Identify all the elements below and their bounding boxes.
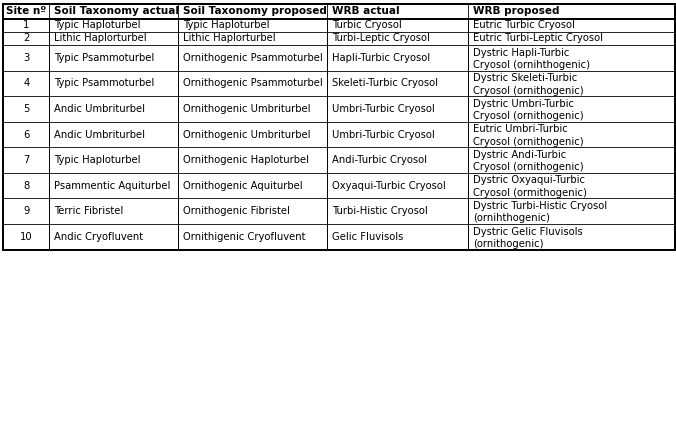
Text: Turbi-Leptic Cryosol: Turbi-Leptic Cryosol — [333, 34, 430, 43]
Text: Dystric Turbi-Histic Cryosol
(ornihthogenic): Dystric Turbi-Histic Cryosol (ornihthoge… — [473, 201, 608, 224]
Text: Umbri-Turbic Cryosol: Umbri-Turbic Cryosol — [333, 130, 435, 139]
Text: Ornithogenic Fibristel: Ornithogenic Fibristel — [183, 206, 290, 216]
Text: 5: 5 — [23, 104, 29, 114]
Text: WRB actual: WRB actual — [333, 7, 400, 16]
Text: Ornithogenic Psammoturbel: Ornithogenic Psammoturbel — [183, 78, 323, 88]
Text: Andi-Turbic Cryosol: Andi-Turbic Cryosol — [333, 155, 427, 165]
Text: Lithic Haplorturbel: Lithic Haplorturbel — [55, 34, 147, 43]
Text: Soil Taxonomy actual: Soil Taxonomy actual — [55, 7, 179, 16]
Text: Ornithogenic Haploturbel: Ornithogenic Haploturbel — [183, 155, 310, 165]
Text: Dystric Skeleti-Turbic
Cryosol (ornithogenic): Dystric Skeleti-Turbic Cryosol (ornithog… — [473, 73, 584, 96]
Text: Dystric Gelic Fluvisols
(ornithogenic): Dystric Gelic Fluvisols (ornithogenic) — [473, 227, 583, 249]
Text: Typic Psammoturbel: Typic Psammoturbel — [55, 53, 155, 63]
Text: Turbic Cryosol: Turbic Cryosol — [333, 20, 402, 30]
Text: Andic Umbriturbel: Andic Umbriturbel — [55, 104, 145, 114]
Text: Ornithogenic Aquiturbel: Ornithogenic Aquiturbel — [183, 181, 303, 191]
Text: Andic Umbriturbel: Andic Umbriturbel — [55, 130, 145, 139]
Text: 3: 3 — [23, 53, 29, 63]
Text: 7: 7 — [23, 155, 29, 165]
Text: Oxyaqui-Turbic Cryosol: Oxyaqui-Turbic Cryosol — [333, 181, 446, 191]
Text: Eutric Umbri-Turbic
Cryosol (ornithogenic): Eutric Umbri-Turbic Cryosol (ornithogeni… — [473, 124, 584, 147]
Text: 9: 9 — [23, 206, 29, 216]
Text: Dystric Hapli-Turbic
Cryosol (ornihthogenic): Dystric Hapli-Turbic Cryosol (ornihthoge… — [473, 48, 590, 70]
Text: Typic Psammoturbel: Typic Psammoturbel — [55, 78, 155, 88]
Text: Andic Cryofluvent: Andic Cryofluvent — [55, 232, 143, 242]
Text: Skeleti-Turbic Cryosol: Skeleti-Turbic Cryosol — [333, 78, 438, 88]
Text: 4: 4 — [23, 78, 29, 88]
Bar — [3, 4, 675, 250]
Text: Site nº: Site nº — [6, 7, 47, 16]
Text: Soil Taxonomy proposed: Soil Taxonomy proposed — [183, 7, 327, 16]
Text: Hapli-Turbic Cryosol: Hapli-Turbic Cryosol — [333, 53, 431, 63]
Text: Terric Fibristel: Terric Fibristel — [55, 206, 124, 216]
Text: Psammentic Aquiturbel: Psammentic Aquiturbel — [55, 181, 171, 191]
Text: Typic Haploturbel: Typic Haploturbel — [183, 20, 270, 30]
Text: Ornithogenic Psammoturbel: Ornithogenic Psammoturbel — [183, 53, 323, 63]
Text: Dystric Umbri-Turbic
Cryosol (ornithogenic): Dystric Umbri-Turbic Cryosol (ornithogen… — [473, 99, 584, 121]
Text: 1: 1 — [23, 20, 29, 30]
Text: Gelic Fluvisols: Gelic Fluvisols — [333, 232, 404, 242]
Text: 2: 2 — [23, 34, 29, 43]
Text: Ornithogenic Umbriturbel: Ornithogenic Umbriturbel — [183, 104, 311, 114]
Text: Dystric Andi-Turbic
Cryosol (ornithogenic): Dystric Andi-Turbic Cryosol (ornithogeni… — [473, 150, 584, 172]
Text: Turbi-Histic Cryosol: Turbi-Histic Cryosol — [333, 206, 428, 216]
Text: 6: 6 — [23, 130, 29, 139]
Text: Eutric Turbi-Leptic Cryosol: Eutric Turbi-Leptic Cryosol — [473, 34, 603, 43]
Text: Lithic Haplorturbel: Lithic Haplorturbel — [183, 34, 276, 43]
Text: Typic Haploturbel: Typic Haploturbel — [55, 155, 141, 165]
Bar — [3, 4, 675, 250]
Text: WRB proposed: WRB proposed — [473, 7, 560, 16]
Text: Typic Haploturbel: Typic Haploturbel — [55, 20, 141, 30]
Text: 10: 10 — [20, 232, 32, 242]
Text: Ornithigenic Cryofluvent: Ornithigenic Cryofluvent — [183, 232, 306, 242]
Text: Dystric Oxyaqui-Turbic
Cryosol (ormithogenic): Dystric Oxyaqui-Turbic Cryosol (ormithog… — [473, 176, 587, 198]
Text: 8: 8 — [23, 181, 29, 191]
Text: Ornithogenic Umbriturbel: Ornithogenic Umbriturbel — [183, 130, 311, 139]
Text: Umbri-Turbic Cryosol: Umbri-Turbic Cryosol — [333, 104, 435, 114]
Text: Eutric Turbic Cryosol: Eutric Turbic Cryosol — [473, 20, 575, 30]
